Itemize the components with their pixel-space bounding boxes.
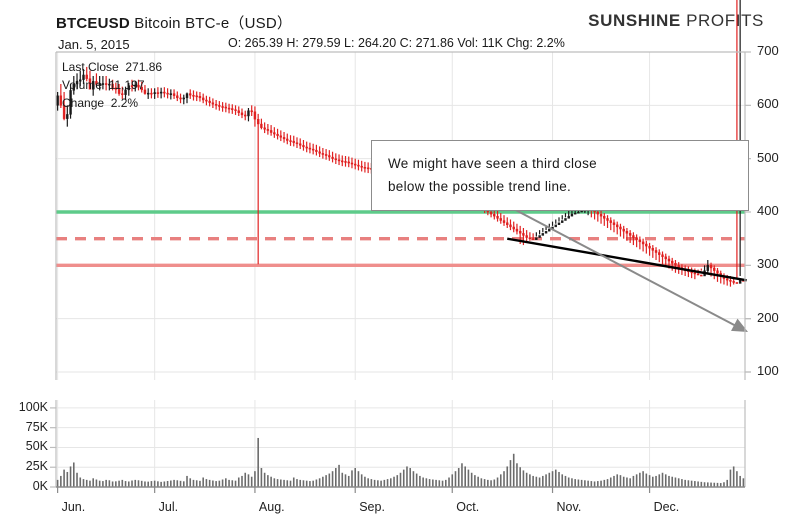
grid-layer [56,51,745,488]
horizontal-level-lines [56,210,745,268]
time-axis-tick: Dec. [653,500,680,514]
price-axis-tick: 700 [757,43,779,58]
time-axis-tick: Jul. [158,500,179,514]
price-axis-tick: 300 [757,256,779,272]
price-axis-tick: 600 [757,96,779,112]
instrument-name: Bitcoin BTC-e（USD） [134,15,293,32]
price-axis-tick: 500 [757,149,779,165]
legend-change: Change 2.2% [62,96,139,110]
chart-legend: Last Close 271.86 Volume 11,197 Change 2… [62,58,162,112]
time-axis-tick: Aug. [258,500,285,514]
volume-axis-tick: 50K [25,439,48,454]
volume-axis-tick: 100K [18,399,48,414]
brand-name-bold: SUNSHINE [588,11,681,30]
time-axis-tick: Sep. [359,500,385,514]
brand-logo: SUNSHINE PROFITS [588,11,764,31]
price-axis-tick: 100 [757,363,779,378]
trendline-and-arrow [505,204,748,332]
price-axis-tick: 400 [757,203,779,218]
annotation-callout: We might have seen a third close below t… [371,140,749,211]
volume-axis-tick: 75K [25,419,48,434]
annotation-line-1: We might have seen a third close [388,156,597,171]
brand-name-light: PROFITS [680,11,764,30]
time-axis-tick: Jun. [61,500,86,514]
legend-last-close: Last Close 271.86 [62,60,163,74]
time-axis-tick: Nov. [556,500,582,514]
quote-date: Jan. 5, 2015 [58,37,130,52]
ticker-symbol: BTCEUSD [56,15,130,32]
volume-bars [56,437,745,487]
price-axis-tick: 200 [757,309,779,325]
axis-frame [50,51,751,493]
legend-volume: Volume 11,197 [62,78,145,92]
volume-axis-tick: 0K [32,479,48,493]
annotation-line-2: below the possible trend line. [388,179,572,194]
volume-axis-tick: 25K [25,459,48,474]
chart-title: BTCEUSD Bitcoin BTC-e（USD） [56,12,292,33]
ohlc-summary: O: 265.39 H: 279.59 L: 264.20 C: 271.86 … [228,36,565,50]
time-axis-tick: Oct. [456,500,480,514]
